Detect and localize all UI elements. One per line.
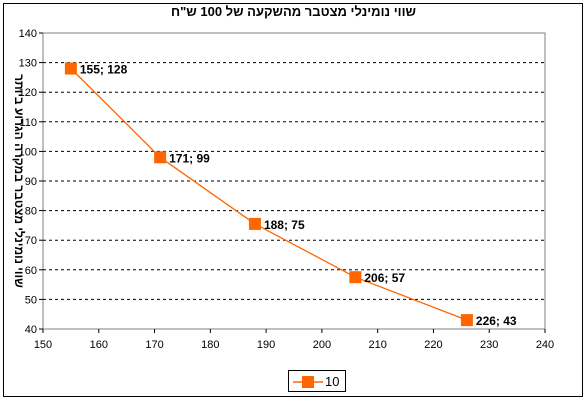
legend: 10	[288, 370, 346, 392]
series-line	[70, 68, 468, 321]
data-point	[460, 314, 473, 327]
chart-frame	[3, 3, 583, 397]
data-label: 188; 75	[264, 218, 305, 232]
x-tick-label: 220	[424, 339, 442, 351]
legend-label: 10	[325, 374, 340, 389]
data-point	[248, 217, 261, 230]
chart-title: שווי נומינלי מצטבר מהשקעה של 100 ש"ח	[171, 4, 416, 19]
x-tick-label: 150	[34, 339, 52, 351]
x-tick-labels: 150 160 170 180 190 200 210 220 230 240	[34, 339, 554, 351]
x-tick-label: 170	[145, 339, 163, 351]
data-point	[349, 271, 362, 284]
x-tick-label: 210	[368, 339, 386, 351]
y-tick-label: 40	[25, 324, 37, 336]
x-tick-label: 230	[480, 339, 498, 351]
grid-lines	[39, 32, 546, 333]
y-tick-label: 130	[19, 58, 37, 70]
series-group: 155; 128 171; 99 188; 75 206; 57 226; 43	[64, 62, 517, 328]
data-label: 155; 128	[80, 63, 128, 77]
y-tick-label: 90	[25, 176, 37, 188]
y-tick-labels: 40 50 60 70 80 90 100 110 120 130 140	[19, 28, 37, 336]
x-tick-label: 190	[257, 339, 275, 351]
data-label: 206; 57	[364, 271, 405, 285]
y-tick-label: 110	[19, 117, 37, 129]
y-tick-label: 70	[25, 235, 37, 247]
x-tick-label: 180	[201, 339, 219, 351]
y-tick-label: 100	[19, 146, 37, 158]
data-point	[64, 62, 77, 75]
y-tick-label: 50	[25, 294, 37, 306]
x-tick-label: 240	[536, 339, 554, 351]
y-tick-label: 120	[19, 87, 37, 99]
x-tick-label: 200	[313, 339, 331, 351]
y-tick-label: 80	[25, 206, 37, 218]
data-point	[154, 151, 167, 164]
y-tick-label: 60	[25, 265, 37, 277]
data-label: 171; 99	[169, 151, 210, 165]
y-tick-label: 140	[19, 28, 37, 40]
data-label: 226; 43	[476, 314, 517, 328]
x-tick-label: 160	[90, 339, 108, 351]
legend-marker-icon	[293, 376, 323, 388]
